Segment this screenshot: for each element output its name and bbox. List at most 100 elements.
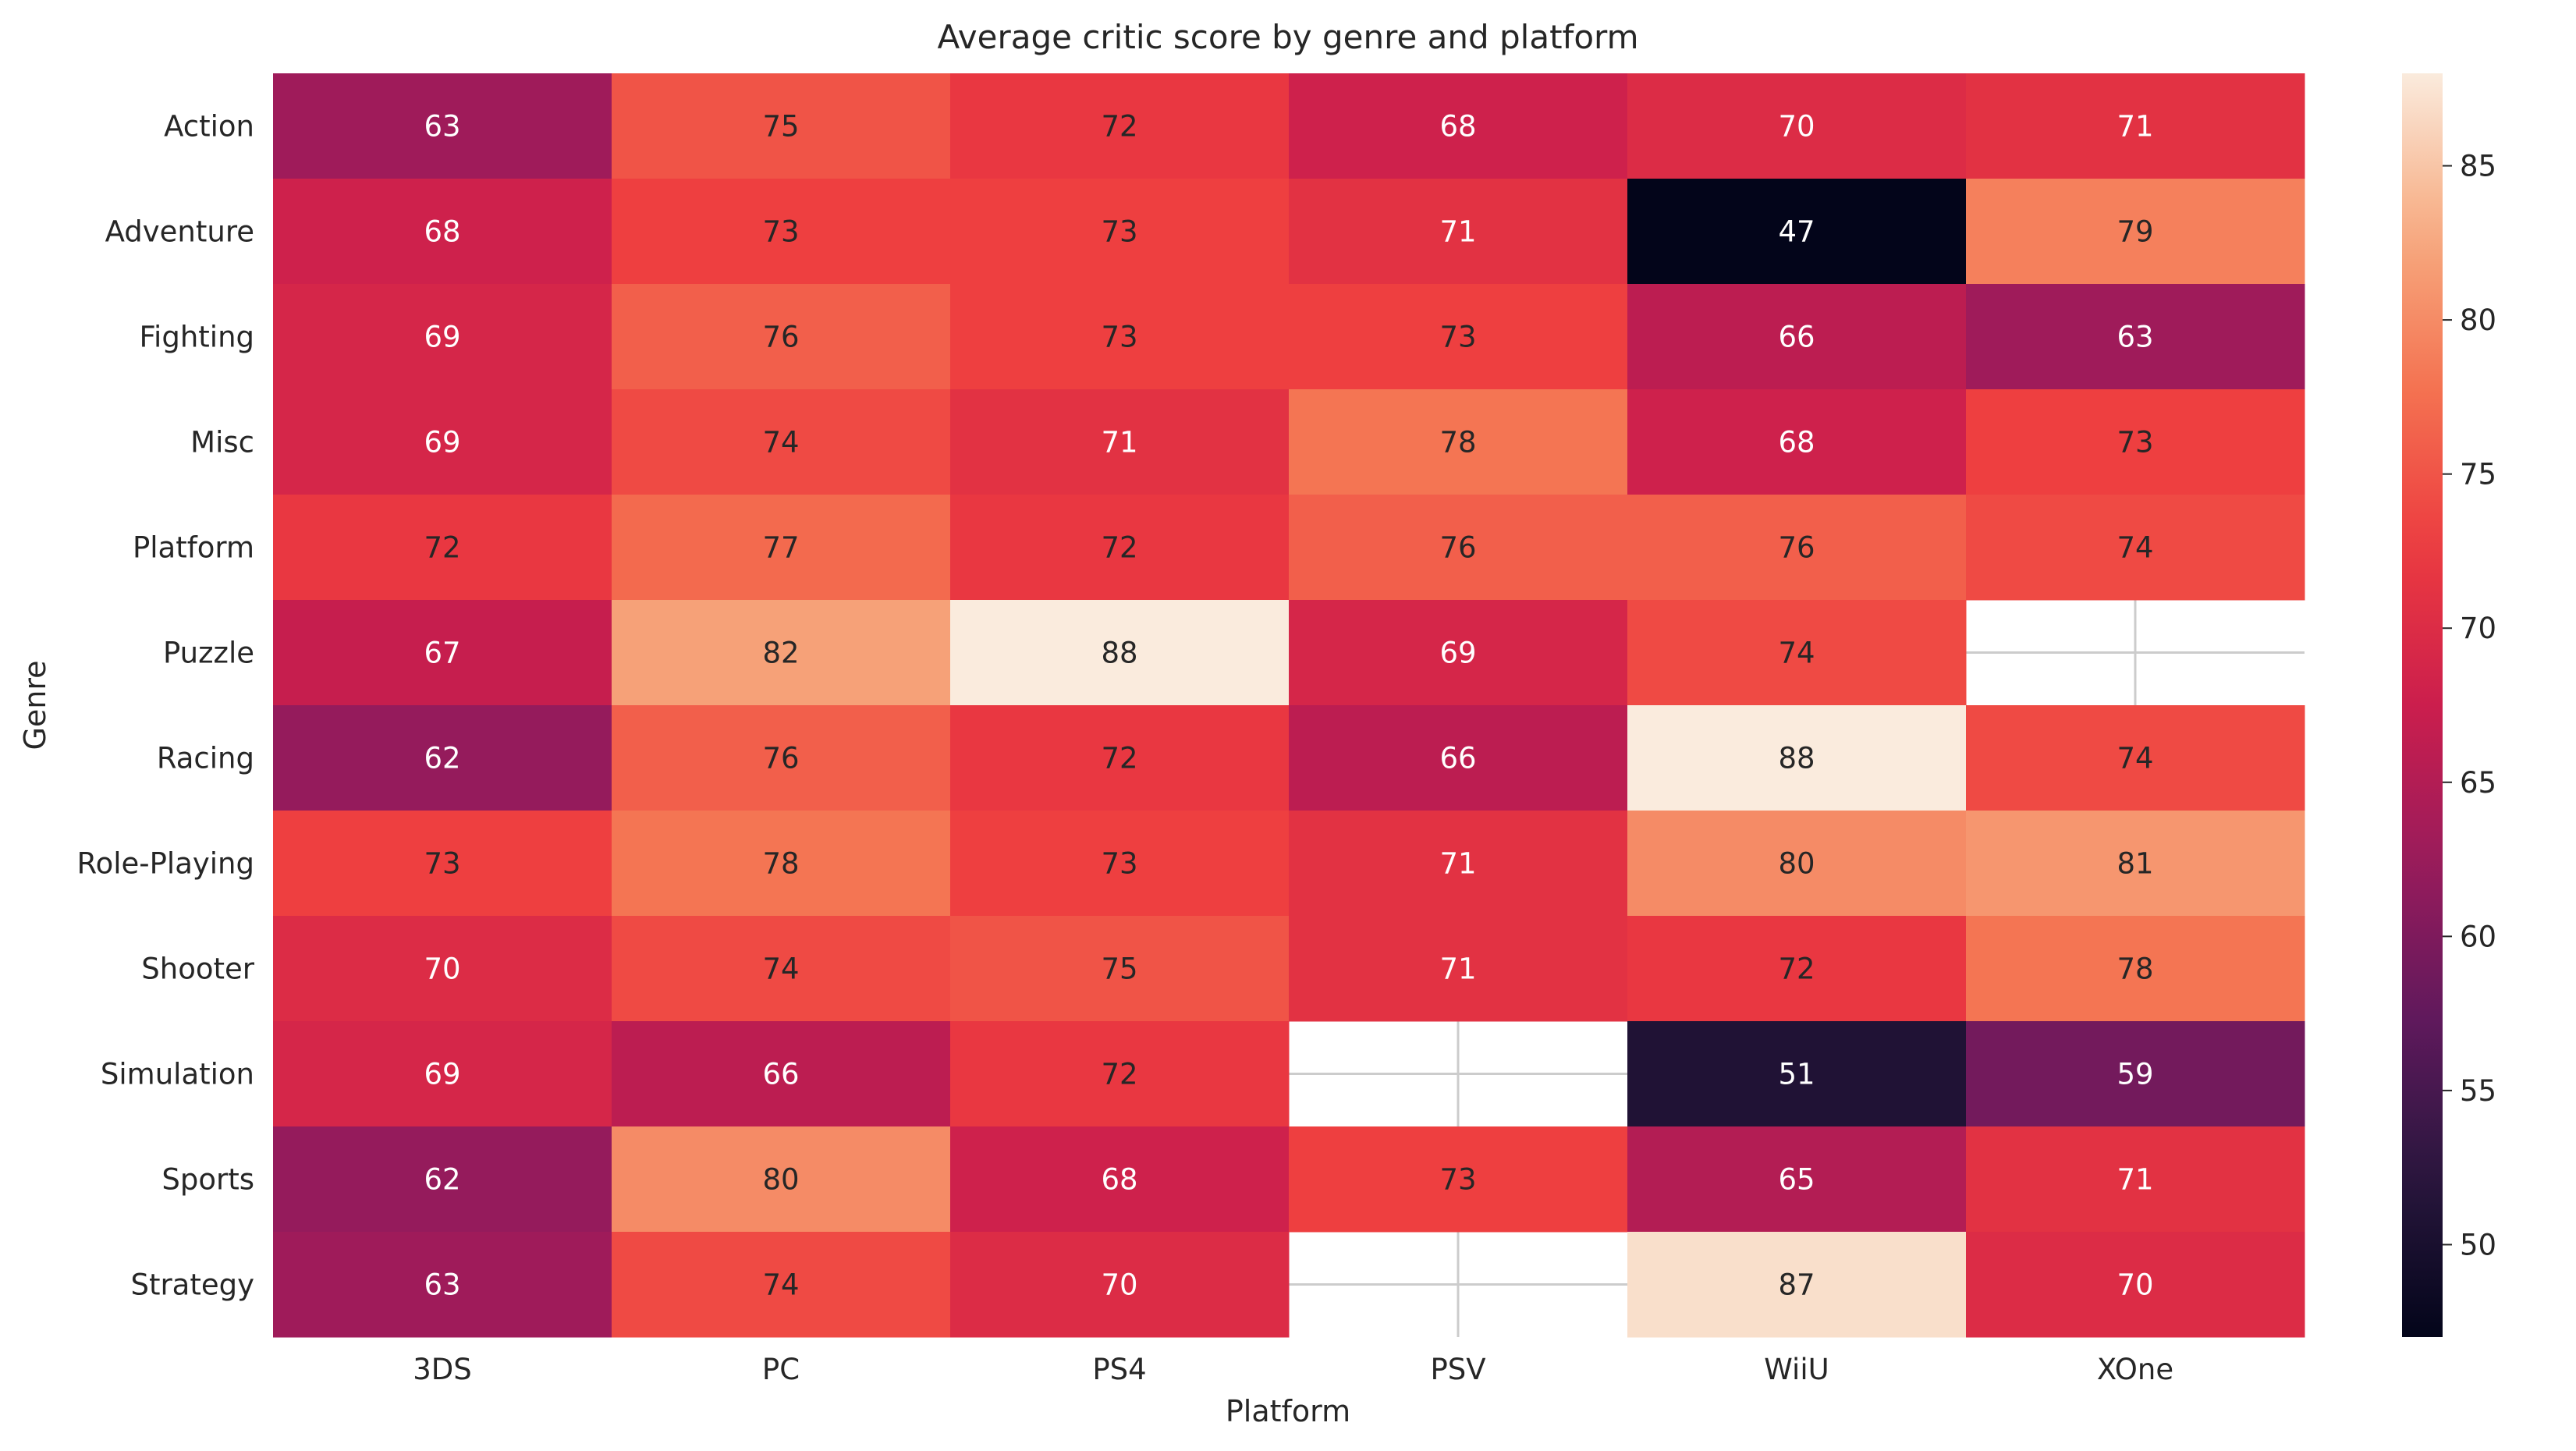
heatmap-cell <box>950 811 1290 917</box>
cell-value-label: 73 <box>1101 215 1137 249</box>
heatmap-cell <box>273 600 612 706</box>
heatmap-cells <box>273 73 2305 1338</box>
heatmap-cell <box>1966 1232 2305 1338</box>
heatmap-cell <box>1627 705 1967 811</box>
cell-value-label: 71 <box>1439 215 1476 249</box>
heatmap-cell <box>950 495 1290 601</box>
colorbar-ticks: 50 55 60 65 70 75 80 85 <box>2443 150 2496 1261</box>
heatmap-cell <box>1627 1232 1967 1338</box>
heatmap-cell <box>612 1232 951 1338</box>
heatmap-cell <box>612 1126 951 1233</box>
cell-value-label: 74 <box>2117 531 2153 565</box>
heatmap-cell <box>273 284 612 390</box>
heatmap-cell <box>612 389 951 495</box>
cell-value-label: 63 <box>424 1268 460 1302</box>
heatmap-cell <box>1627 1021 1967 1127</box>
x-axis-tick-labels: 3DS PC PS4 PSV WiiU XOne <box>413 1353 2173 1386</box>
colorbar: 50 55 60 65 70 75 80 85 <box>2402 73 2496 1337</box>
heatmap-cell-labels: 63 75 72 68 70 71 68 73 73 71 47 79 69 76 73 73 66 63 69 74… <box>424 110 2153 1302</box>
cell-value-label: 71 <box>2117 110 2153 144</box>
heatmap-cell <box>1289 495 1628 601</box>
cell-value-label: 68 <box>1101 1163 1137 1197</box>
heatmap-cell <box>1966 811 2305 917</box>
colorbar-tick-label: 55 <box>2460 1074 2496 1108</box>
heatmap-cell <box>950 1126 1290 1233</box>
cell-value-label: 76 <box>762 321 799 354</box>
colorbar-tick-label: 80 <box>2460 303 2496 337</box>
cell-value-label: 82 <box>762 637 799 670</box>
cell-value-label: 62 <box>424 1163 460 1197</box>
heatmap-cell <box>612 73 951 179</box>
cell-value-label: 87 <box>1778 1268 1815 1302</box>
colorbar-tick-label: 75 <box>2460 458 2496 491</box>
heatmap-cell <box>950 1232 1290 1338</box>
cell-value-label: 65 <box>1778 1163 1815 1197</box>
y-tick-label: Strategy <box>130 1268 254 1302</box>
cell-value-label: 75 <box>762 110 799 144</box>
cell-value-label: 71 <box>1439 847 1476 881</box>
cell-value-label: 76 <box>1778 531 1815 565</box>
y-tick-label: Action <box>164 110 254 144</box>
heatmap-cell <box>950 1021 1290 1127</box>
y-tick-label: Shooter <box>141 953 254 986</box>
heatmap-cell <box>1289 916 1628 1022</box>
cell-value-label: 81 <box>2117 847 2153 881</box>
cell-value-label: 74 <box>1778 637 1815 670</box>
heatmap-cell <box>950 73 1290 179</box>
cell-value-label: 69 <box>424 1058 460 1091</box>
heatmap-cell <box>273 811 612 917</box>
cell-value-label: 70 <box>1778 110 1815 144</box>
cell-value-label: 74 <box>762 953 799 986</box>
cell-value-label: 76 <box>1439 531 1476 565</box>
heatmap-cell <box>1289 179 1628 285</box>
heatmap-cell <box>1966 389 2305 495</box>
cell-value-label: 74 <box>762 1268 799 1302</box>
cell-value-label: 70 <box>1101 1268 1137 1302</box>
cell-value-label: 68 <box>424 215 460 249</box>
cell-value-label: 69 <box>424 426 460 459</box>
colorbar-tick-label: 85 <box>2460 150 2496 183</box>
heatmap-cell <box>950 179 1290 285</box>
y-axis-tick-labels: Action Adventure Fighting Misc Platform Puzzl… <box>77 110 255 1302</box>
x-tick-label: PS4 <box>1092 1353 1146 1386</box>
heatmap-cell <box>273 1232 612 1338</box>
cell-value-label: 68 <box>1778 426 1815 459</box>
cell-value-label: 88 <box>1778 742 1815 775</box>
cell-value-label: 73 <box>1439 1163 1476 1197</box>
y-tick-label: Fighting <box>139 321 254 354</box>
cell-value-label: 72 <box>1101 110 1137 144</box>
heatmap-cell <box>1627 600 1967 706</box>
heatmap-cell <box>1289 1126 1628 1233</box>
cell-value-label: 59 <box>2117 1058 2153 1091</box>
cell-value-label: 71 <box>1439 953 1476 986</box>
heatmap-cell <box>612 600 951 706</box>
cell-value-label: 72 <box>1778 953 1815 986</box>
cell-value-label: 78 <box>1439 426 1476 459</box>
cell-value-label: 73 <box>424 847 460 881</box>
heatmap-cell <box>612 916 951 1022</box>
heatmap-cell <box>1627 389 1967 495</box>
cell-value-label: 77 <box>762 531 799 565</box>
y-tick-label: Misc <box>190 426 254 459</box>
heatmap-cell <box>1289 600 1628 706</box>
cell-value-label: 70 <box>424 953 460 986</box>
cell-value-label: 74 <box>2117 742 2153 775</box>
cell-value-label: 78 <box>762 847 799 881</box>
heatmap-cell <box>1627 284 1967 390</box>
y-axis-label: Genre <box>18 660 52 750</box>
cell-value-label: 68 <box>1439 110 1476 144</box>
cell-value-label: 67 <box>424 637 460 670</box>
y-tick-label: Adventure <box>105 215 254 249</box>
cell-value-label: 66 <box>762 1058 799 1091</box>
cell-value-label: 72 <box>1101 531 1137 565</box>
cell-value-label: 73 <box>1439 321 1476 354</box>
colorbar-tick-label: 65 <box>2460 766 2496 800</box>
cell-value-label: 66 <box>1778 321 1815 354</box>
colorbar-tick-label: 50 <box>2460 1228 2496 1261</box>
y-tick-label: Role-Playing <box>77 847 254 881</box>
heatmap-cell <box>1289 73 1628 179</box>
cell-value-label: 79 <box>2117 215 2153 249</box>
heatmap-cell <box>273 1021 612 1127</box>
heatmap-cell <box>1289 389 1628 495</box>
